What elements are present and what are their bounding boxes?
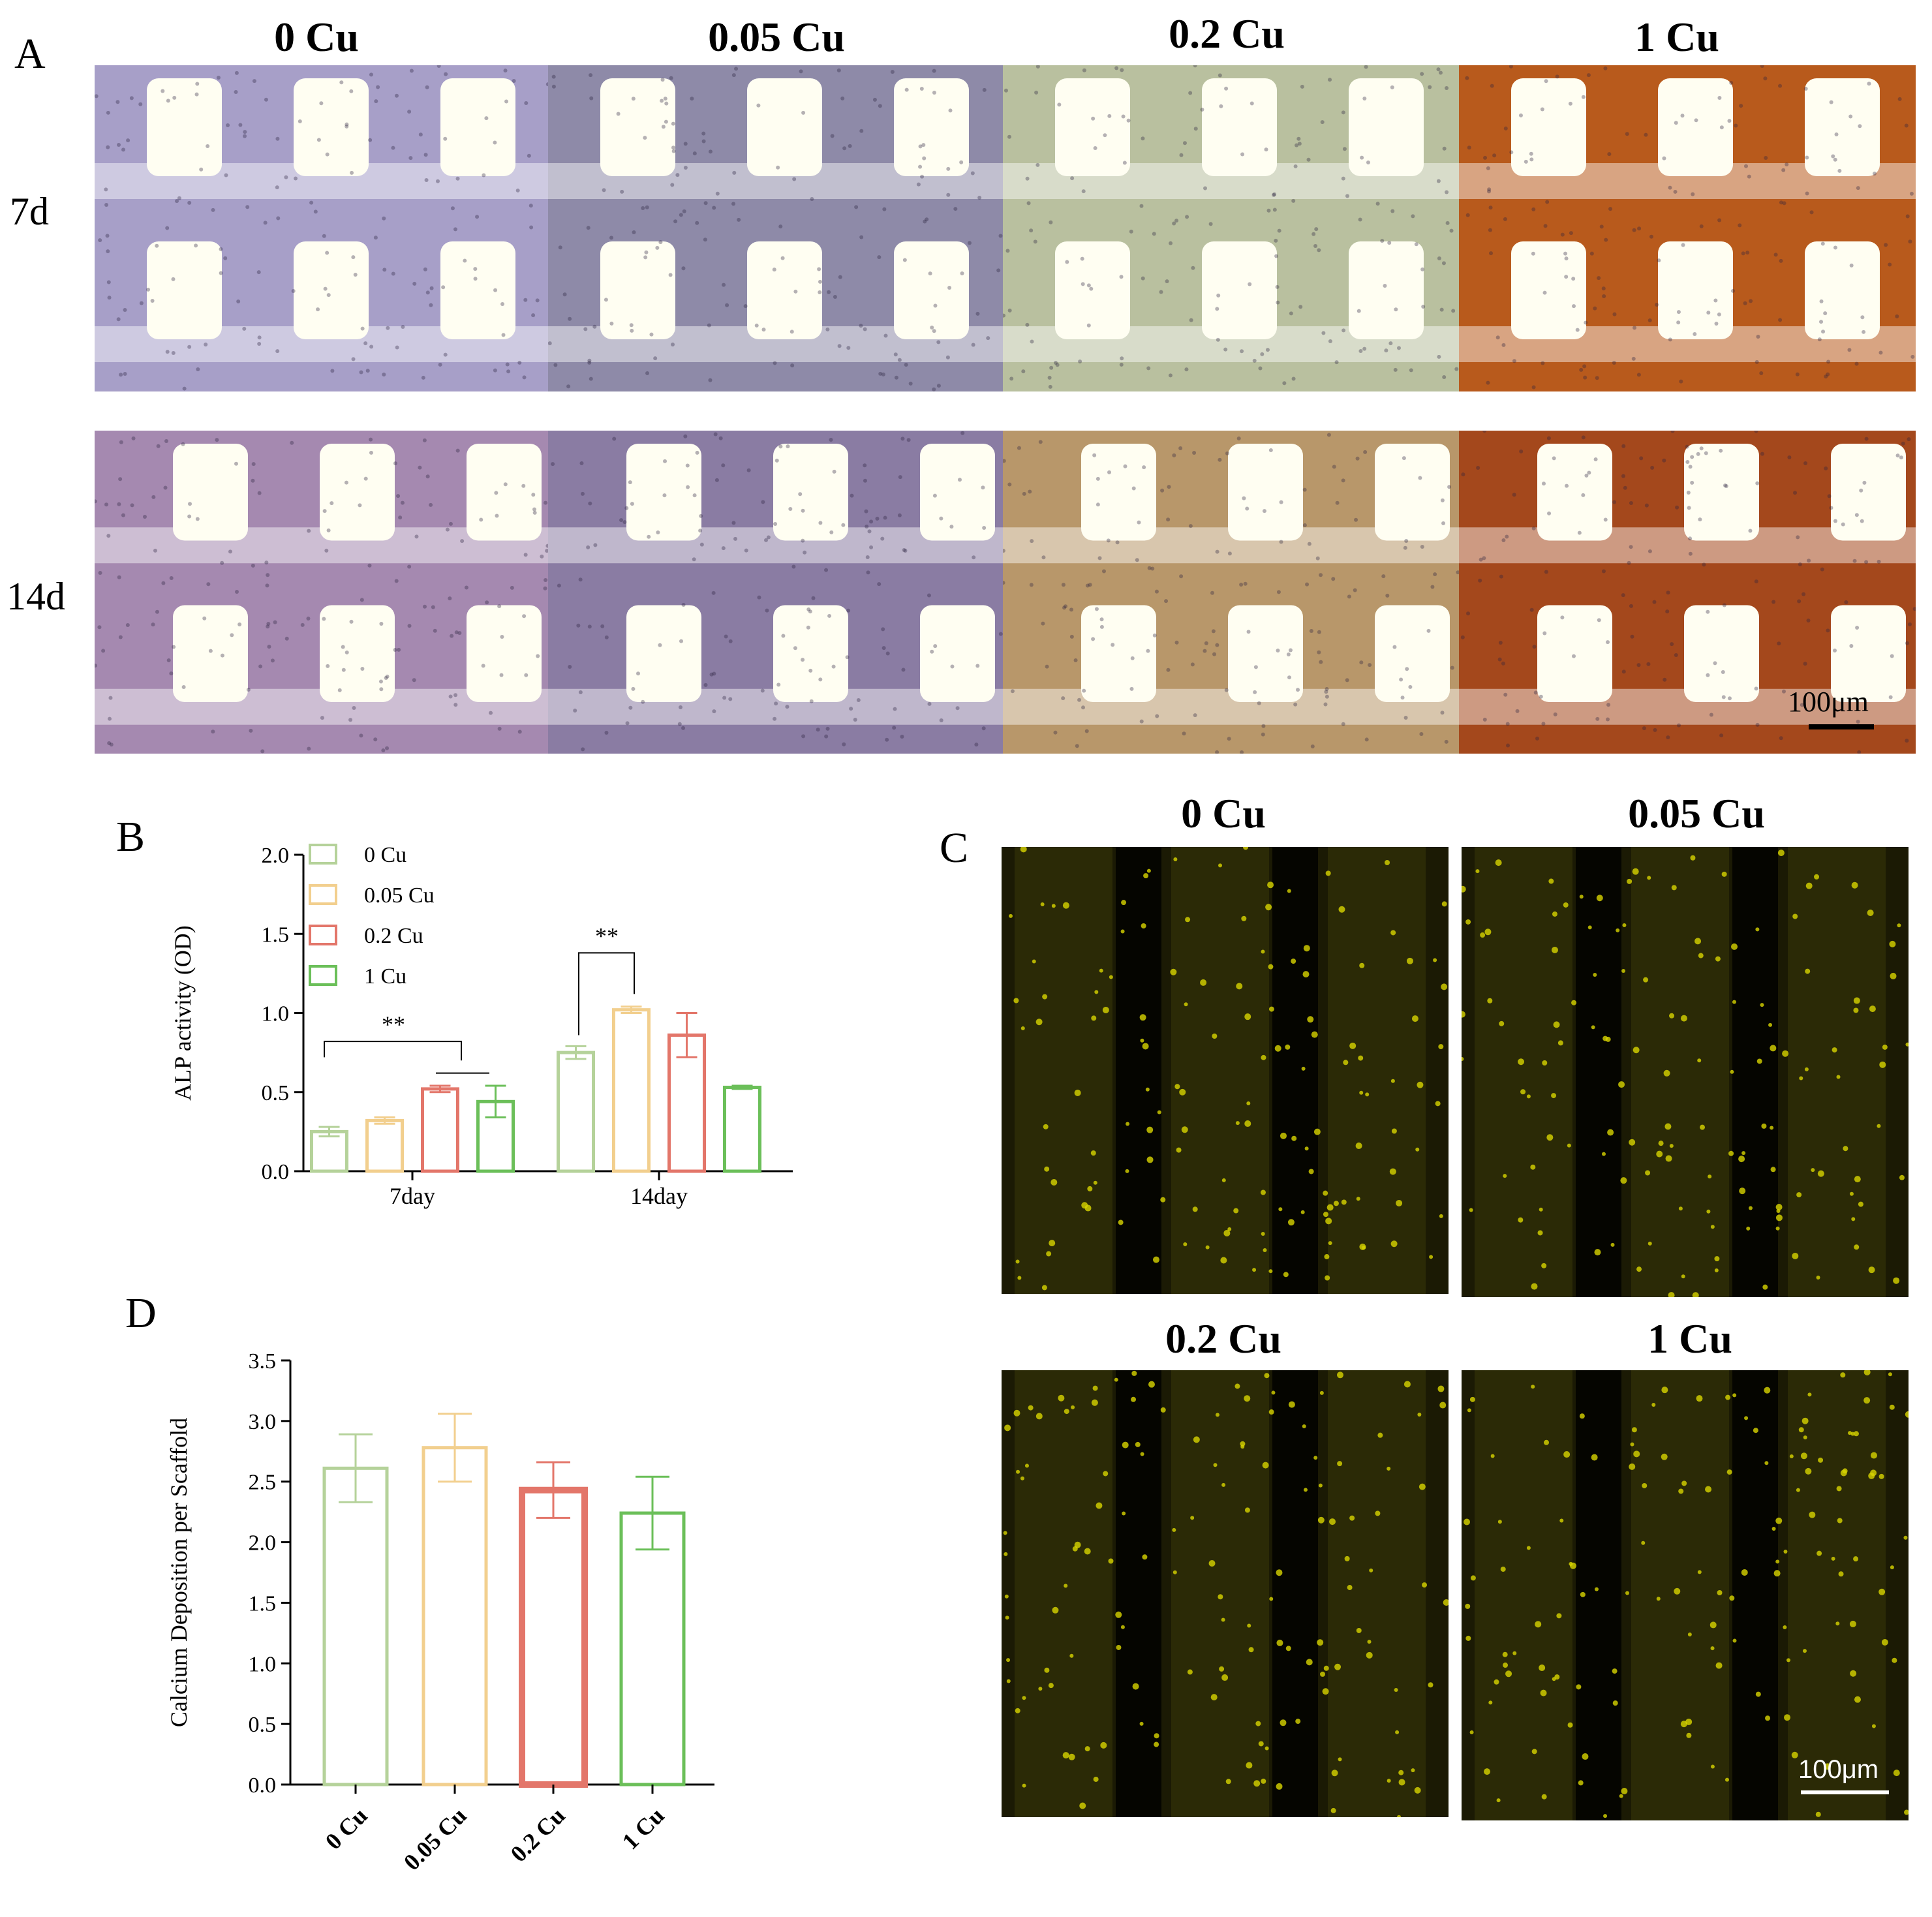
panel-c-col-title-2: 0.2 Cu bbox=[1165, 1315, 1281, 1362]
bar bbox=[519, 1486, 588, 1788]
panel-a-row-label-14d: 14d bbox=[7, 575, 65, 618]
bar bbox=[422, 1446, 488, 1787]
error-bar bbox=[339, 1433, 373, 1503]
error-bar bbox=[731, 1084, 753, 1090]
y-tick-label: 1.0 bbox=[249, 1652, 277, 1676]
panel-a-col-title-2: 0.2 Cu bbox=[1169, 10, 1285, 57]
panel-b-letter: B bbox=[116, 813, 146, 861]
micrograph-7d-0 bbox=[95, 65, 548, 391]
y-tick-label: 2.5 bbox=[249, 1471, 277, 1495]
x-tick-label: 14day bbox=[630, 1183, 688, 1209]
error-bar bbox=[429, 1084, 451, 1094]
micrograph-14d-3 bbox=[1459, 431, 1916, 754]
legend-label: 0.05 Cu bbox=[364, 883, 435, 908]
panel-d-letter: D bbox=[125, 1289, 157, 1337]
panel-a-col-title-0: 0 Cu bbox=[274, 14, 359, 60]
alp-activity-chart: 0.0 0.5 1.0 1.5 2.0 ALP activity (OD) 7day 14da… bbox=[170, 843, 793, 1209]
micrograph-7d-3 bbox=[1459, 65, 1916, 391]
y-tick-label: 3.0 bbox=[249, 1410, 277, 1434]
legend-swatch bbox=[309, 925, 337, 945]
y-tick-label: 0.0 bbox=[262, 1160, 290, 1184]
y-tick-label: 3.5 bbox=[249, 1349, 277, 1373]
y-tick-label: 0.5 bbox=[262, 1081, 290, 1105]
panel-a-scale-bar bbox=[1809, 724, 1874, 729]
error-bar bbox=[621, 1005, 642, 1014]
bar bbox=[557, 1051, 595, 1173]
y-tick-label: 1.0 bbox=[262, 1002, 290, 1026]
fluorescence-image-2 bbox=[1002, 1370, 1449, 1817]
bar bbox=[619, 1511, 686, 1787]
legend-label: 0.2 Cu bbox=[364, 924, 423, 948]
panel-a-letter: A bbox=[14, 30, 46, 78]
y-tick-label: 1.5 bbox=[262, 923, 290, 947]
fluorescence-image-1 bbox=[1462, 847, 1909, 1297]
error-bar bbox=[374, 1116, 395, 1125]
significance-label: ** bbox=[382, 1011, 405, 1037]
error-bar bbox=[636, 1475, 669, 1551]
x-tick-label: 1 Cu bbox=[617, 1802, 669, 1854]
legend-label: 0 Cu bbox=[364, 843, 406, 867]
error-bar bbox=[318, 1126, 340, 1138]
fluorescence-image-0 bbox=[1002, 847, 1449, 1294]
error-bar bbox=[536, 1461, 570, 1519]
x-tick-label: 0 Cu bbox=[320, 1802, 373, 1854]
panel-c-letter: C bbox=[940, 824, 969, 872]
panel-a-col-title-1: 0.05 Cu bbox=[708, 14, 845, 60]
error-bar bbox=[438, 1413, 472, 1483]
fluorescence-image-3 bbox=[1462, 1370, 1909, 1820]
y-tick-label: 2.0 bbox=[249, 1531, 277, 1556]
error-bar bbox=[676, 1012, 698, 1058]
bar bbox=[365, 1118, 404, 1173]
bar bbox=[322, 1466, 389, 1787]
panel-c-scale-bar bbox=[1801, 1790, 1889, 1794]
micrograph-14d-1 bbox=[548, 431, 1003, 754]
panel-c-scale-bar-label: 100μm bbox=[1798, 1755, 1879, 1784]
bar bbox=[612, 1008, 651, 1173]
legend-swatch bbox=[309, 965, 337, 986]
significance-label: ** bbox=[595, 923, 619, 949]
micrograph-7d-1 bbox=[548, 65, 1003, 391]
x-tick-label: 0.05 Cu bbox=[399, 1802, 472, 1875]
bar bbox=[723, 1085, 761, 1173]
x-tick-label: 7day bbox=[390, 1183, 435, 1209]
panel-c-col-title-1: 0.05 Cu bbox=[1628, 790, 1765, 836]
panel-a-row-label-7d: 7d bbox=[10, 190, 49, 233]
micrograph-14d-2 bbox=[1003, 431, 1459, 754]
y-axis-label: ALP activity (OD) bbox=[170, 925, 196, 1101]
significance-bracket bbox=[578, 952, 635, 1035]
panel-c-col-title-0: 0 Cu bbox=[1181, 790, 1266, 836]
bar bbox=[310, 1129, 348, 1173]
micrograph-7d-2 bbox=[1003, 65, 1459, 391]
legend-label: 1 Cu bbox=[364, 964, 406, 989]
panel-a-col-title-3: 1 Cu bbox=[1634, 14, 1719, 60]
error-bar bbox=[565, 1045, 587, 1060]
x-tick-label: 0.2 Cu bbox=[506, 1802, 570, 1867]
legend-swatch bbox=[309, 844, 337, 865]
calcium-deposition-chart: 0.0 0.5 1.0 1.5 2.0 2.5 3.0 3.5 Calcium Depositi… bbox=[166, 1349, 714, 1875]
panel-a-scale-bar-label: 100μm bbox=[1788, 686, 1869, 718]
panel-c-col-title-3: 1 Cu bbox=[1648, 1315, 1732, 1362]
micrograph-14d-0 bbox=[95, 431, 548, 754]
y-tick-label: 2.0 bbox=[262, 844, 290, 868]
bar bbox=[421, 1087, 459, 1173]
y-tick-label: 1.5 bbox=[249, 1591, 277, 1616]
significance-bracket bbox=[324, 1041, 462, 1061]
y-tick-label: 0.5 bbox=[249, 1713, 277, 1737]
y-tick-label: 0.0 bbox=[249, 1773, 277, 1798]
error-bar bbox=[485, 1084, 506, 1119]
y-axis-label: Calcium Deposition per Scaffold bbox=[166, 1418, 192, 1727]
legend-swatch bbox=[309, 884, 337, 905]
